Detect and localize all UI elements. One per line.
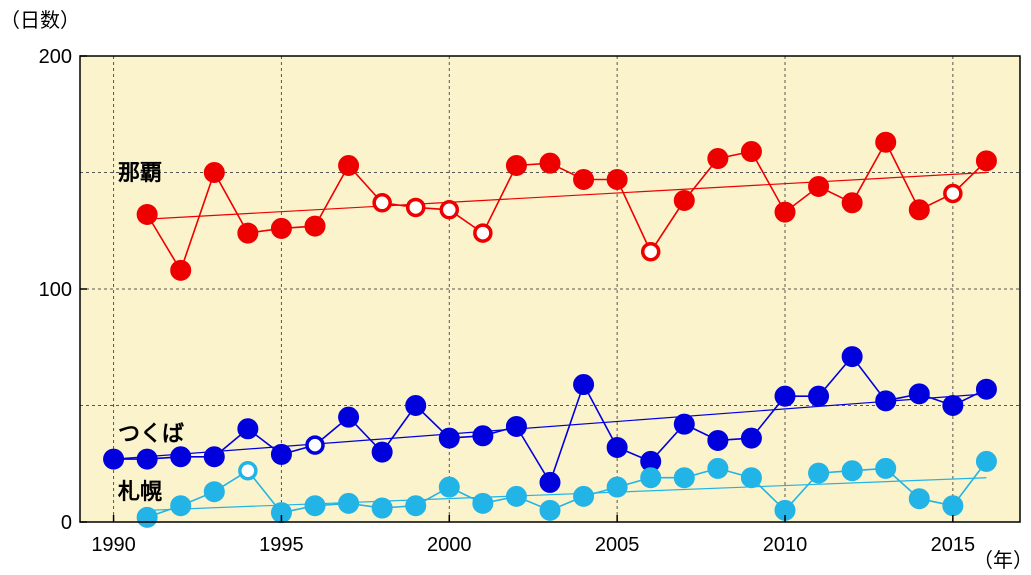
- data-point: [908, 199, 930, 221]
- y-tick-label: 200: [39, 46, 72, 68]
- data-point: [808, 462, 830, 484]
- trend-line: [113, 393, 987, 460]
- data-point: [573, 374, 595, 396]
- series-group: [103, 131, 997, 528]
- data-point: [640, 241, 661, 262]
- x-tick-label: 2000: [427, 534, 472, 556]
- data-point: [505, 155, 527, 177]
- series-2: [136, 450, 997, 528]
- data-point: [975, 378, 997, 400]
- data-point: [473, 223, 493, 243]
- data-point: [270, 217, 292, 239]
- data-point: [908, 383, 930, 405]
- data-point: [573, 168, 595, 190]
- data-point: [942, 395, 964, 416]
- data-point: [573, 485, 595, 507]
- data-point: [707, 148, 729, 170]
- data-point: [740, 141, 762, 163]
- data-point: [606, 436, 628, 458]
- data-point: [908, 488, 930, 510]
- series-label-sapporo: 札幌: [117, 480, 162, 505]
- data-point: [439, 200, 460, 220]
- data-point: [136, 448, 158, 470]
- data-point: [305, 435, 325, 455]
- data-point: [136, 506, 158, 528]
- data-point: [238, 460, 258, 481]
- data-point: [304, 215, 326, 237]
- x-tick-label: 2005: [595, 534, 640, 556]
- data-point: [237, 418, 259, 440]
- data-point: [203, 481, 225, 503]
- data-point: [338, 406, 360, 428]
- data-point: [136, 203, 158, 225]
- data-point: [774, 201, 796, 223]
- data-point: [606, 168, 628, 190]
- data-point: [338, 155, 360, 177]
- x-tick-label: 2010: [763, 534, 808, 556]
- data-point: [405, 197, 426, 218]
- data-point: [975, 450, 997, 472]
- data-point: [438, 476, 460, 498]
- data-point: [203, 446, 225, 468]
- data-point: [606, 476, 628, 498]
- data-point: [707, 429, 729, 451]
- data-point: [170, 446, 192, 468]
- data-point: [740, 427, 762, 449]
- data-point: [472, 425, 494, 447]
- data-point: [942, 495, 964, 517]
- data-point: [304, 495, 326, 517]
- data-point: [203, 162, 225, 183]
- data-point: [371, 497, 393, 519]
- series-label-naha: 那覇: [118, 161, 162, 186]
- data-point: [875, 390, 897, 412]
- tick-labels: 1990 1995 2000 2005 2010 2015 0 100 200: [39, 46, 975, 556]
- series-0: [136, 131, 997, 281]
- data-point: [270, 443, 292, 465]
- data-point: [841, 346, 863, 368]
- data-point: [338, 492, 360, 514]
- y-tick-label: 100: [39, 279, 72, 301]
- x-axis-unit-label: （年）: [973, 548, 1031, 572]
- data-point: [673, 189, 695, 211]
- data-point: [975, 150, 997, 172]
- data-point: [505, 485, 527, 507]
- data-point: [505, 415, 527, 437]
- data-point: [943, 183, 963, 204]
- data-point: [405, 495, 427, 517]
- data-point: [841, 192, 863, 214]
- data-point: [237, 222, 259, 244]
- data-point: [808, 175, 830, 197]
- data-point: [875, 131, 897, 153]
- x-tick-label: 2015: [931, 534, 976, 556]
- data-point: [438, 427, 460, 449]
- data-point: [539, 499, 561, 521]
- data-point: [472, 492, 494, 514]
- x-tick-label: 1990: [91, 534, 136, 556]
- y-axis-unit-label: （日数）: [0, 8, 80, 32]
- data-point: [673, 467, 695, 489]
- data-point: [841, 460, 863, 482]
- data-point: [372, 193, 392, 213]
- data-point: [170, 259, 192, 281]
- data-point: [707, 457, 729, 479]
- data-point: [740, 467, 762, 489]
- data-point: [808, 385, 830, 407]
- data-point: [774, 385, 796, 407]
- data-point: [103, 448, 125, 470]
- data-point: [371, 441, 393, 463]
- data-point: [673, 413, 695, 435]
- data-point: [405, 395, 427, 416]
- data-point: [640, 467, 662, 489]
- trend-line: [147, 171, 987, 220]
- data-point: [539, 471, 561, 493]
- data-point: [170, 495, 192, 517]
- y-tick-label: 0: [61, 512, 72, 534]
- series-1: [103, 346, 997, 493]
- data-point: [539, 152, 561, 174]
- x-tick-label: 1995: [259, 534, 304, 556]
- data-point: [875, 457, 897, 479]
- series-label-tsukuba: つくば: [118, 422, 184, 447]
